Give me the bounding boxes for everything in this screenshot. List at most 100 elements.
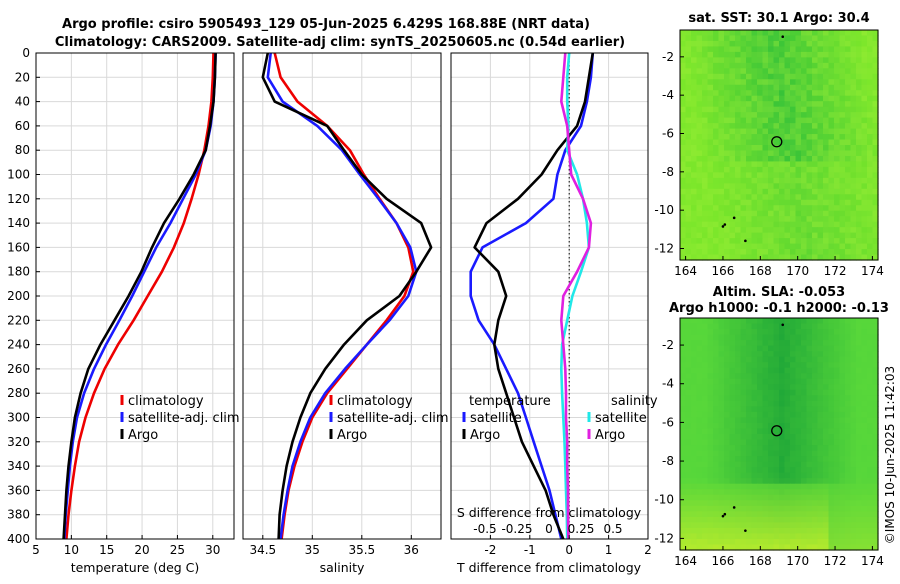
map-cell: [724, 172, 731, 179]
map-cell: [762, 395, 769, 402]
map-cell: [779, 205, 786, 212]
map-cell: [746, 188, 753, 195]
map-cell: [867, 73, 874, 80]
map-cell: [680, 467, 687, 474]
map-cell: [696, 538, 703, 546]
map-cell: [823, 406, 830, 413]
map-cell: [806, 139, 813, 146]
map-cell: [790, 106, 797, 113]
map-cell: [768, 183, 775, 190]
map-cell: [779, 505, 786, 512]
map-cell: [729, 238, 736, 245]
map-cell: [768, 505, 775, 512]
map-cell: [867, 323, 874, 330]
map-cell: [834, 400, 841, 407]
map-cell: [680, 221, 687, 228]
map-cell: [740, 500, 747, 507]
map-cell: [751, 500, 758, 507]
map-cell: [757, 216, 764, 223]
map-cell: [691, 400, 698, 407]
map-cell: [861, 329, 868, 336]
map-cell: [713, 150, 720, 157]
map-cell: [702, 373, 709, 380]
map-cell: [806, 90, 813, 97]
map-cell: [718, 221, 725, 228]
map-cell: [812, 362, 819, 369]
map-cell: [812, 145, 819, 152]
map-cell: [751, 57, 758, 64]
map-cell: [718, 389, 725, 396]
map-cell: [795, 232, 802, 239]
map-cell: [757, 205, 764, 212]
map-cell: [768, 123, 775, 130]
map-cell: [812, 373, 819, 380]
map-cell: [867, 439, 874, 446]
map-cell: [702, 243, 709, 250]
map-cell: [867, 145, 874, 152]
map-cell: [861, 351, 868, 358]
map-cell: [768, 384, 775, 391]
map-cell: [702, 134, 709, 141]
map-cell: [872, 134, 879, 141]
map-cell: [850, 456, 857, 463]
map-cell: [834, 210, 841, 217]
map-cell: [691, 199, 698, 206]
map-cell: [828, 395, 835, 402]
map-cell: [867, 238, 874, 245]
map-cell: [746, 318, 753, 325]
map-cell: [828, 434, 835, 441]
x-tick-label: 10: [64, 543, 79, 557]
map-lon-label: 172: [824, 264, 847, 278]
map-cell: [707, 395, 714, 402]
legend-label: satellite: [595, 411, 647, 426]
map-cell: [768, 161, 775, 168]
map-cell: [850, 123, 857, 130]
map-cell: [707, 511, 714, 518]
map-cell: [729, 210, 736, 217]
map-cell: [823, 177, 830, 184]
map-cell: [735, 456, 742, 463]
map-cell: [861, 511, 868, 518]
map-cell: [817, 84, 824, 91]
map-cell: [768, 84, 775, 91]
map-cell: [680, 112, 687, 119]
map-cell: [729, 128, 736, 135]
map-cell: [779, 79, 786, 86]
map-cell: [724, 434, 731, 441]
map-cell: [812, 161, 819, 168]
map-cell: [724, 323, 731, 330]
map-cell: [773, 238, 780, 245]
map-cell: [718, 161, 725, 168]
map-cell: [817, 254, 824, 261]
map-cell: [823, 84, 830, 91]
map-cell: [850, 177, 857, 184]
map-cell: [729, 389, 736, 396]
map-cell: [845, 155, 852, 163]
map-cell: [845, 40, 852, 48]
map-cell: [779, 51, 786, 58]
map-cell: [691, 30, 698, 37]
map-cell: [685, 494, 692, 501]
map-cell: [872, 106, 879, 113]
map-cell: [691, 340, 698, 347]
map-cell: [702, 51, 709, 58]
map-cell: [707, 30, 714, 37]
map-cell: [856, 221, 863, 228]
map-cell: [828, 210, 835, 217]
map-cell: [795, 123, 802, 130]
map-cell: [713, 123, 720, 130]
map-cell: [751, 395, 758, 402]
map-cell: [751, 445, 758, 452]
map-cell: [740, 505, 747, 512]
map-cell: [850, 46, 857, 53]
map-cell: [696, 356, 703, 363]
map-cell: [691, 411, 698, 419]
map-cell: [872, 422, 879, 430]
map-cell: [762, 112, 769, 119]
map-cell: [768, 378, 775, 385]
map-cell: [867, 434, 874, 441]
map-cell: [718, 467, 725, 474]
map-cell: [790, 199, 797, 206]
map-cell: [828, 35, 835, 42]
map-cell: [823, 145, 830, 152]
